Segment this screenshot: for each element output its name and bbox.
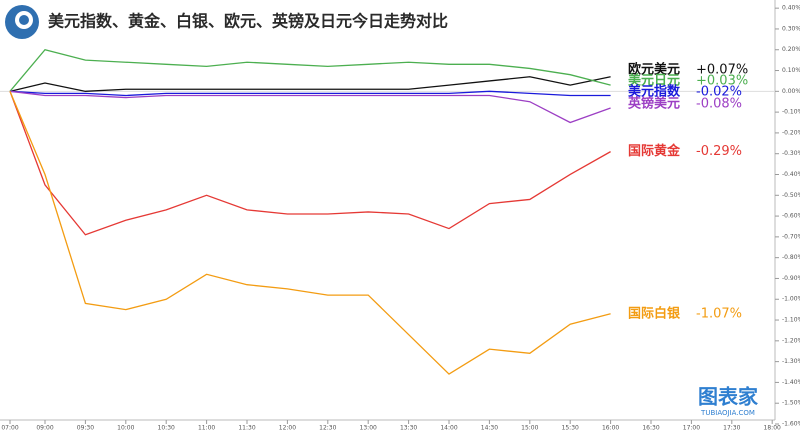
y-tick-label: -0.90%	[782, 275, 800, 282]
y-tick-label: -1.30%	[782, 358, 800, 365]
legend-name: 国际白银	[628, 305, 681, 321]
series-line	[9, 76, 611, 92]
x-tick-label: 09:30	[77, 425, 94, 432]
logo	[5, 5, 39, 39]
chart-title: 美元指数、黄金、白银、欧元、英镑及日元今日走势对比	[48, 12, 448, 31]
x-tick-label: 17:00	[683, 425, 700, 432]
y-tick-label: -1.60%	[782, 421, 800, 428]
legend-value: +0.07%	[696, 63, 748, 78]
x-tick-label: 17:30	[723, 425, 740, 432]
y-tick-label: -1.20%	[782, 337, 800, 344]
watermark-url: TUBIAOJIA.COM	[700, 409, 755, 417]
x-tick-label: 11:30	[238, 425, 255, 432]
series-line	[9, 90, 611, 124]
watermark: 图表家	[698, 385, 759, 409]
series-line	[9, 49, 611, 92]
legend-value: -0.29%	[696, 144, 742, 159]
y-tick-label: -0.70%	[782, 233, 800, 240]
y-tick-label: -0.60%	[782, 213, 800, 220]
y-tick-label: -1.00%	[782, 296, 800, 303]
watermark-bg	[684, 388, 774, 418]
x-tick-label: 11:00	[198, 425, 215, 432]
x-tick-label: 18:00	[764, 425, 781, 432]
legend-value: -1.07%	[696, 306, 742, 321]
x-tick-label: 15:30	[562, 425, 579, 432]
legend-name: 国际黄金	[628, 143, 681, 159]
x-tick-label: 07:00	[1, 425, 18, 432]
y-tick-label: -1.50%	[782, 400, 800, 407]
x-tick-label: 14:00	[440, 425, 457, 432]
y-tick-label: 0.30%	[782, 25, 800, 32]
y-tick-label: 0.10%	[782, 67, 800, 74]
y-tick-label: 0.20%	[782, 46, 800, 53]
series-line	[9, 90, 611, 97]
x-tick-label: 16:00	[602, 425, 619, 432]
y-tick-label: -0.50%	[782, 192, 800, 199]
x-tick-label: 16:30	[642, 425, 659, 432]
y-tick-label: -0.30%	[782, 150, 800, 157]
x-tick-label: 10:00	[117, 425, 134, 432]
y-tick-label: 0.00%	[782, 88, 800, 95]
y-tick-label: -0.10%	[782, 109, 800, 116]
legend-value: -0.02%	[696, 85, 742, 100]
legend-name: 欧元美元	[628, 62, 680, 78]
legend-name: 英镑美元	[627, 96, 680, 112]
x-tick-label: 14:30	[481, 425, 498, 432]
y-tick-label: -1.10%	[782, 317, 800, 324]
legend-name: 美元日元	[628, 73, 680, 89]
y-tick-label: -0.40%	[782, 171, 800, 178]
x-tick-label: 10:30	[158, 425, 175, 432]
y-tick-label: 0.40%	[782, 5, 800, 12]
legend-value: +0.03%	[696, 74, 748, 89]
x-tick-label: 09:00	[36, 425, 53, 432]
x-tick-label: 13:00	[360, 425, 377, 432]
series-line	[9, 91, 611, 375]
series-line	[9, 91, 611, 236]
y-tick-label: -0.80%	[782, 254, 800, 261]
x-tick-label: 15:00	[521, 425, 538, 432]
y-tick-label: -0.20%	[782, 129, 800, 136]
x-tick-label: 12:00	[279, 425, 296, 432]
legend-name: 美元指数	[628, 84, 681, 100]
legend-value: -0.08%	[696, 97, 742, 112]
y-tick-label: -1.40%	[782, 379, 800, 386]
x-tick-label: 13:30	[400, 425, 417, 432]
x-tick-label: 12:30	[319, 425, 336, 432]
